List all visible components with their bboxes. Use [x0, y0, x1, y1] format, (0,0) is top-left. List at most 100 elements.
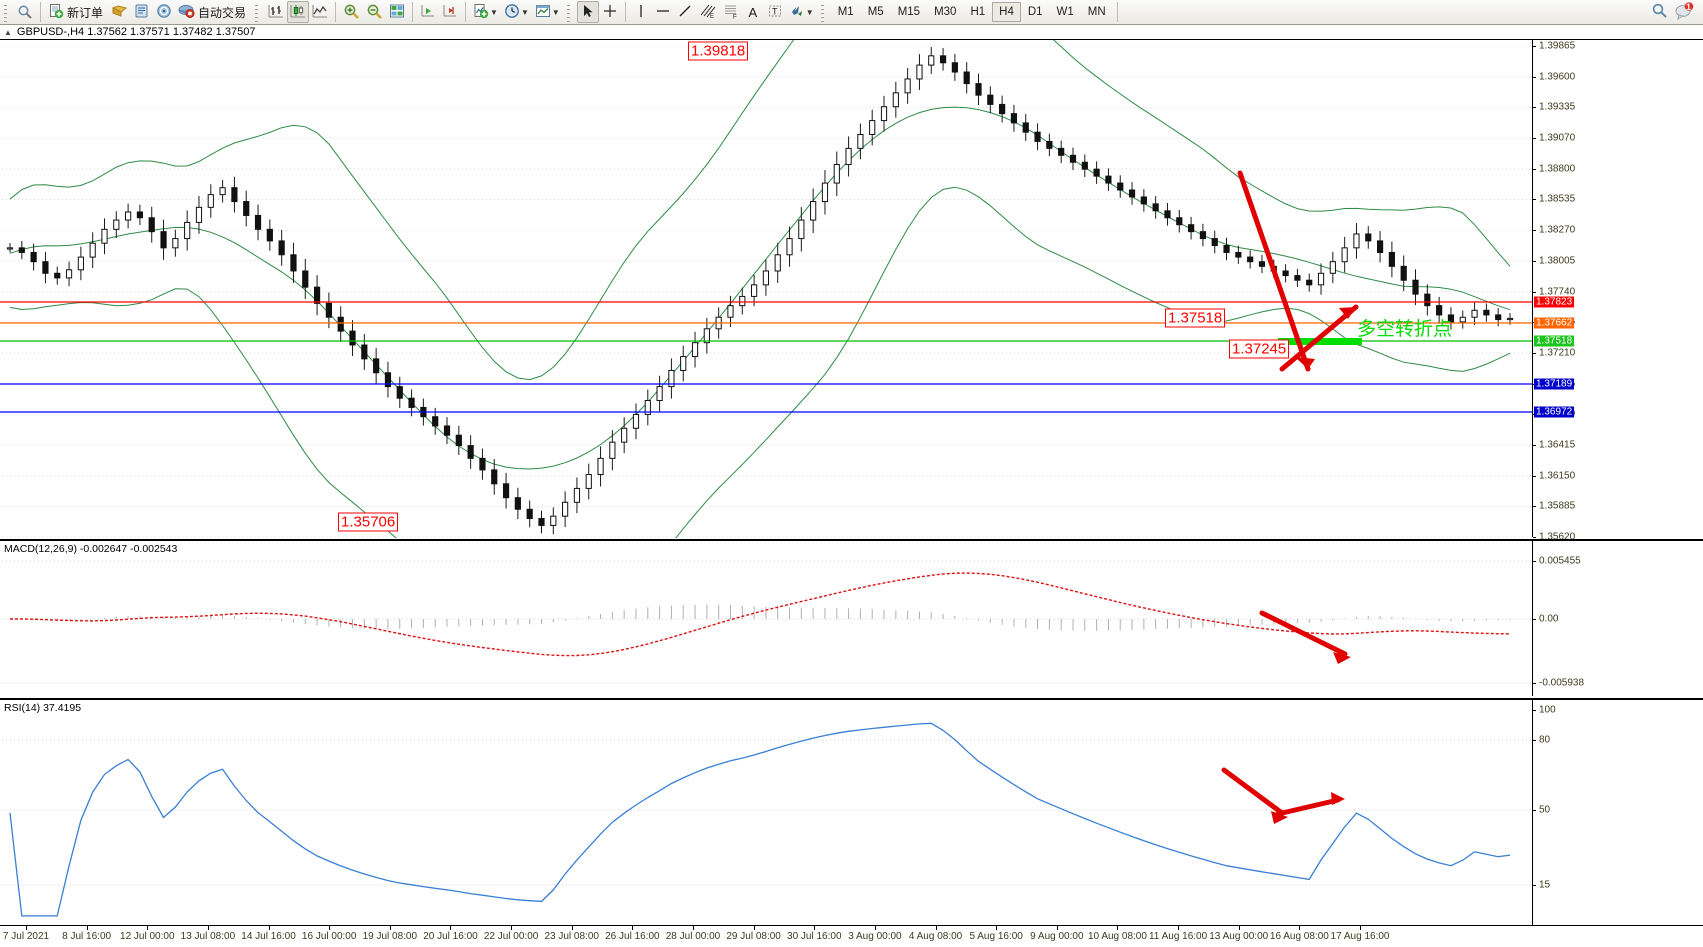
time-tick-label: 29 Jul 08:00: [726, 931, 781, 942]
chart-shift-button[interactable]: [439, 1, 461, 23]
price-tick: [1533, 46, 1536, 47]
toolbar-grip-2[interactable]: [254, 2, 263, 22]
indicators-button[interactable]: ▼: [470, 1, 501, 23]
timeframe-h1[interactable]: H1: [970, 6, 986, 18]
templates-button[interactable]: ▼: [532, 1, 563, 23]
toolbar-separator-4: [465, 2, 467, 22]
time-tick: [571, 926, 573, 930]
macd-tick: [1533, 619, 1536, 620]
price-chart-pane[interactable]: 1.39865 1.39600 1.39335 1.39070 1.38800 1.385…: [0, 39, 1703, 543]
rsi-pane[interactable]: RSI(14) 37.4195 100 80 50 15: [0, 698, 1703, 925]
vertical-line-button[interactable]: [630, 1, 652, 23]
price-level-badge[interactable]: 1.37823: [1534, 296, 1575, 308]
tile-windows-button[interactable]: [386, 1, 408, 23]
toolbar-grip-3[interactable]: [565, 2, 574, 22]
cursor-button[interactable]: [576, 1, 599, 23]
timeframe-m15[interactable]: M15: [897, 6, 921, 18]
price-tick-label: 1.37210: [1539, 347, 1576, 359]
chevron-down-icon-4[interactable]: ▼: [805, 7, 814, 17]
target-level-label[interactable]: 1.37245: [1229, 339, 1290, 359]
text-label-icon: T: [767, 3, 783, 22]
rsi-title: RSI(14) 37.4195: [4, 702, 82, 714]
vertical-line-icon: [633, 3, 649, 22]
price-tick-label: 1.38535: [1539, 193, 1576, 205]
expert-advisors-button[interactable]: [108, 1, 131, 23]
auto-scroll-button[interactable]: [417, 1, 439, 23]
arrows-button[interactable]: ▼: [786, 1, 817, 23]
rsi-tick-label: 80: [1539, 734, 1551, 746]
crosshair-button[interactable]: [599, 1, 621, 23]
tile-windows-icon: [389, 3, 405, 22]
macd-axis[interactable]: 0.005455 0.00 -0.005938: [1532, 541, 1602, 696]
autotrading-button[interactable]: 自动交易: [175, 1, 251, 23]
price-tick: [1533, 260, 1536, 262]
timeframe-m30[interactable]: M30: [934, 6, 957, 18]
collapse-icon[interactable]: ▲: [4, 27, 12, 37]
equidistant-channel-button[interactable]: E: [696, 1, 720, 23]
toolbar-grip-4[interactable]: [819, 2, 828, 22]
time-tick-label: 17 Aug 16:00: [1330, 931, 1390, 942]
timeframe-mn[interactable]: MN: [1087, 6, 1106, 18]
time-tick: [329, 926, 331, 930]
price-chart-canvas: [0, 40, 1532, 538]
line-chart-button[interactable]: [309, 1, 331, 23]
rsi-axis[interactable]: 100 80 50 15: [1532, 700, 1602, 925]
chevron-down-icon-2[interactable]: ▼: [520, 7, 529, 17]
timeframe-m5[interactable]: M5: [867, 6, 884, 18]
time-axis[interactable]: 7 Jul 2021 8 Jul 16:00 12 Jul 00:00 13 Jul …: [0, 925, 1703, 947]
search-button[interactable]: [1648, 1, 1671, 23]
notifications-button[interactable]: 1: [1671, 1, 1697, 23]
time-tick: [1360, 926, 1361, 930]
text-button[interactable]: A: [742, 1, 764, 23]
price-level-badge[interactable]: 1.36972: [1534, 406, 1575, 418]
price-tick: [1533, 352, 1536, 354]
turning-point-note[interactable]: 多空转折点: [1357, 318, 1453, 340]
svg-text:T: T: [772, 6, 778, 16]
swing-high-label[interactable]: 1.39818: [688, 41, 749, 61]
text-icon: A: [748, 4, 758, 20]
equidistant-channel-icon: E: [699, 3, 717, 22]
navigator-button[interactable]: [153, 1, 175, 23]
search-symbol-icon[interactable]: [14, 1, 36, 23]
timeframe-m1[interactable]: M1: [837, 6, 854, 18]
timeframe-h4[interactable]: H4: [992, 2, 1021, 22]
timeframe-d1[interactable]: D1: [1027, 6, 1043, 18]
time-tick-label: 12 Jul 00:00: [120, 931, 175, 942]
price-level-badge[interactable]: 1.37662: [1534, 317, 1575, 329]
time-tick: [389, 926, 391, 930]
timeframe-w1[interactable]: W1: [1056, 6, 1074, 18]
price-tick-label: 1.38270: [1539, 224, 1576, 236]
crosshair-icon: [602, 3, 618, 22]
periods-button[interactable]: ▼: [501, 1, 532, 23]
support-level-label[interactable]: 1.37518: [1165, 308, 1226, 328]
svg-text:E: E: [710, 14, 714, 19]
time-tick: [1299, 926, 1301, 930]
chevron-down-icon-3[interactable]: ▼: [551, 7, 560, 17]
folder-icon: [111, 3, 128, 22]
price-tick: [1533, 444, 1536, 446]
bar-chart-button[interactable]: [265, 1, 287, 23]
chart-shift-icon: [442, 3, 458, 22]
fibonacci-button[interactable]: F: [720, 1, 742, 23]
time-tick-label: 30 Jul 16:00: [787, 931, 842, 942]
zoom-in-button[interactable]: [340, 1, 363, 23]
swing-low-label[interactable]: 1.35706: [338, 512, 399, 532]
chevron-down-icon[interactable]: ▼: [490, 7, 498, 17]
trendline-button[interactable]: [674, 1, 696, 23]
time-tick: [1238, 926, 1240, 930]
price-axis[interactable]: 1.39865 1.39600 1.39335 1.39070 1.38800 1.385…: [1532, 40, 1602, 543]
zoom-out-button[interactable]: [363, 1, 386, 23]
horizontal-line-button[interactable]: [652, 1, 674, 23]
price-tick-label: 1.38005: [1539, 255, 1576, 267]
new-order-button[interactable]: 新订单: [45, 1, 108, 23]
time-tick-label: 3 Aug 00:00: [848, 931, 902, 942]
data-window-button[interactable]: [131, 1, 153, 23]
price-level-badge[interactable]: 1.37518: [1534, 335, 1575, 347]
candlestick-chart-button[interactable]: [287, 1, 310, 23]
macd-pane[interactable]: MACD(12,26,9) -0.002647 -0.002543 0.0054…: [0, 539, 1703, 696]
text-label-button[interactable]: T: [764, 1, 786, 23]
rsi-tick: [1533, 710, 1536, 711]
price-level-badge[interactable]: 1.37189: [1534, 378, 1575, 390]
toolbar-grip[interactable]: [3, 2, 11, 22]
time-tick-label: 26 Jul 16:00: [605, 931, 660, 942]
